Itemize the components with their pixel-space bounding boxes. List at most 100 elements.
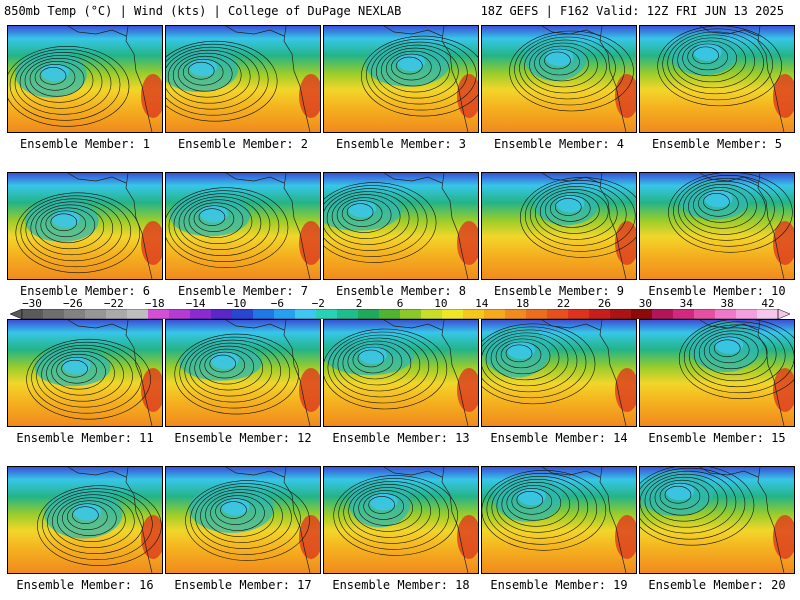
colorbar-segment: [274, 309, 296, 319]
ensemble-member-label: Ensemble Member: 5: [651, 137, 783, 151]
ensemble-member-label: Ensemble Member: 20: [648, 578, 786, 592]
product-title: 850mb Temp (°C) | Wind (kts) | College o…: [4, 4, 402, 18]
ensemble-panel-17: Ensemble Member: 17: [165, 466, 321, 592]
colorbar-tick-label: 18: [516, 297, 530, 310]
colorbar-segment: [757, 309, 779, 319]
ensemble-member-label: Ensemble Member: 18: [332, 578, 470, 592]
ensemble-member-label: Ensemble Member: 3: [335, 137, 467, 151]
colorbar-segment: [421, 309, 443, 319]
ensemble-member-label: Ensemble Member: 16: [16, 578, 154, 592]
colorbar-segment: [316, 309, 338, 319]
colorbar-max-arrow: [777, 309, 790, 319]
ensemble-member-label: Ensemble Member: 13: [332, 431, 470, 445]
ensemble-map: [7, 319, 163, 427]
ensemble-member-label: Ensemble Member: 2: [177, 137, 309, 151]
ensemble-panel-12: Ensemble Member: 12: [165, 319, 321, 445]
ensemble-member-label: Ensemble Member: 12: [174, 431, 312, 445]
ensemble-map: [639, 172, 795, 280]
colorbar-segment: [547, 309, 569, 319]
ensemble-panel-19: Ensemble Member: 19: [481, 466, 637, 592]
temperature-colorbar: −30 −26 −22 −18 −14 −10 −6 −2 2 6 10 14 18 22 26 30 34 38…: [10, 297, 790, 319]
colorbar-tick-label: 26: [597, 297, 612, 310]
ensemble-member-label: Ensemble Member: 10: [648, 284, 786, 298]
colorbar-segment: [106, 309, 128, 319]
colorbar-segment: [694, 309, 716, 319]
ensemble-member-label: Ensemble Member: 19: [490, 578, 628, 592]
ensemble-member-label: Ensemble Member: 15: [648, 431, 786, 445]
colorbar-tick-label: −6: [270, 297, 284, 310]
ensemble-map: [7, 25, 163, 133]
ensemble-panel-18: Ensemble Member: 18: [323, 466, 479, 592]
ensemble-member-label: Ensemble Member: 11: [16, 431, 154, 445]
colorbar-tick-label: 10: [434, 297, 448, 310]
ensemble-map: [7, 172, 163, 280]
ensemble-map: [7, 466, 163, 574]
colorbar-segment: [526, 309, 548, 319]
ensemble-map: [481, 172, 637, 280]
colorbar-segment: [232, 309, 254, 319]
ensemble-panel-9: Ensemble Member: 9: [481, 172, 637, 298]
ensemble-panel-7: Ensemble Member: 7: [165, 172, 321, 298]
ensemble-panel-10: Ensemble Member: 10: [639, 172, 795, 298]
colorbar-tick-label: 30: [638, 297, 652, 310]
run-valid-time: 18Z GEFS | F162 Valid: 12Z FRI JUN 13 20…: [480, 4, 784, 18]
ensemble-map: [639, 319, 795, 427]
ensemble-member-label: Ensemble Member: 17: [174, 578, 312, 592]
colorbar-segment: [463, 309, 485, 319]
colorbar-tick-label: −2: [311, 297, 325, 310]
colorbar-segment: [169, 309, 191, 319]
colorbar-segment: [190, 309, 212, 319]
ensemble-panel-6: Ensemble Member: 6: [7, 172, 163, 298]
colorbar-segment: [736, 309, 758, 319]
ensemble-panel-4: Ensemble Member: 4: [481, 25, 637, 151]
ensemble-panel-8: Ensemble Member: 8: [323, 172, 479, 298]
colorbar-segment: [148, 309, 170, 319]
colorbar-segment: [295, 309, 317, 319]
ensemble-map: [639, 466, 795, 574]
colorbar-segment: [211, 309, 233, 319]
colorbar-tick-label: 6: [396, 297, 404, 310]
colorbar-tick-label: −14: [185, 297, 206, 310]
ensemble-panel-2: Ensemble Member: 2: [165, 25, 321, 151]
ensemble-panel-20: Ensemble Member: 20: [639, 466, 795, 592]
ensemble-member-label: Ensemble Member: 9: [493, 284, 625, 298]
colorbar-tick-label: 34: [679, 297, 693, 310]
colorbar-segment: [358, 309, 380, 319]
ensemble-panel-16: Ensemble Member: 16: [7, 466, 163, 592]
colorbar-segment: [505, 309, 527, 319]
colorbar-tick-label: 2: [355, 297, 363, 310]
colorbar-segment: [127, 309, 149, 319]
ensemble-map: [165, 466, 321, 574]
colorbar-segment: [484, 309, 506, 319]
ensemble-map: [481, 319, 637, 427]
ensemble-panel-1: Ensemble Member: 1: [7, 25, 163, 151]
colorbar-min-arrow: [10, 309, 23, 319]
ensemble-panel-15: Ensemble Member: 15: [639, 319, 795, 445]
colorbar-scale: [10, 309, 790, 319]
colorbar-tick-label: −30: [22, 297, 42, 310]
colorbar-segment: [43, 309, 65, 319]
colorbar-tick-label: 38: [720, 297, 734, 310]
ensemble-member-label: Ensemble Member: 1: [19, 137, 151, 151]
colorbar-tick-label: −26: [62, 297, 83, 310]
colorbar-segment: [652, 309, 674, 319]
colorbar-tick-label: −10: [226, 297, 247, 310]
ensemble-map: [165, 25, 321, 133]
colorbar-tick-label: 22: [556, 297, 571, 310]
colorbar-segment: [85, 309, 107, 319]
ensemble-member-label: Ensemble Member: 7: [177, 284, 309, 298]
colorbar-segment: [64, 309, 86, 319]
ensemble-map: [165, 172, 321, 280]
colorbar-segment: [589, 309, 611, 319]
colorbar-segment: [400, 309, 422, 319]
colorbar-tick-label: 14: [475, 297, 489, 310]
ensemble-member-label: Ensemble Member: 6: [19, 284, 151, 298]
ensemble-map: [165, 319, 321, 427]
ensemble-member-label: Ensemble Member: 14: [490, 431, 628, 445]
ensemble-member-label: Ensemble Member: 4: [493, 137, 625, 151]
ensemble-panel-11: Ensemble Member: 11: [7, 319, 163, 445]
ensemble-panel-3: Ensemble Member: 3: [323, 25, 479, 151]
ensemble-panel-14: Ensemble Member: 14: [481, 319, 637, 445]
ensemble-map: [481, 466, 637, 574]
colorbar-segment: [253, 309, 275, 319]
